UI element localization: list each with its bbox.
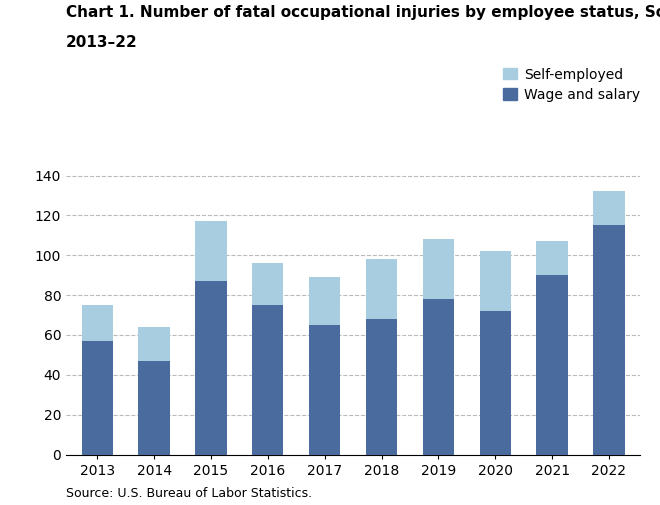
Bar — [195, 221, 226, 281]
Bar — [480, 311, 511, 454]
Text: Chart 1. Number of fatal occupational injuries by employee status, South Carolin: Chart 1. Number of fatal occupational in… — [66, 5, 660, 20]
Bar — [366, 319, 397, 454]
Bar — [82, 305, 113, 341]
Bar — [593, 191, 624, 225]
Bar — [423, 299, 454, 454]
Bar — [366, 259, 397, 319]
Legend: Self-employed, Wage and salary: Self-employed, Wage and salary — [503, 68, 640, 102]
Bar — [537, 241, 568, 275]
Bar — [537, 275, 568, 454]
Bar — [593, 225, 624, 454]
Bar — [309, 325, 341, 454]
Bar — [423, 239, 454, 299]
Bar — [252, 305, 283, 454]
Text: 2013–22: 2013–22 — [66, 35, 138, 50]
Bar — [309, 277, 341, 325]
Bar — [480, 251, 511, 311]
Bar — [195, 281, 226, 454]
Bar — [82, 341, 113, 454]
Bar — [252, 263, 283, 305]
Bar — [139, 327, 170, 361]
Text: Source: U.S. Bureau of Labor Statistics.: Source: U.S. Bureau of Labor Statistics. — [66, 487, 312, 500]
Bar — [139, 361, 170, 454]
